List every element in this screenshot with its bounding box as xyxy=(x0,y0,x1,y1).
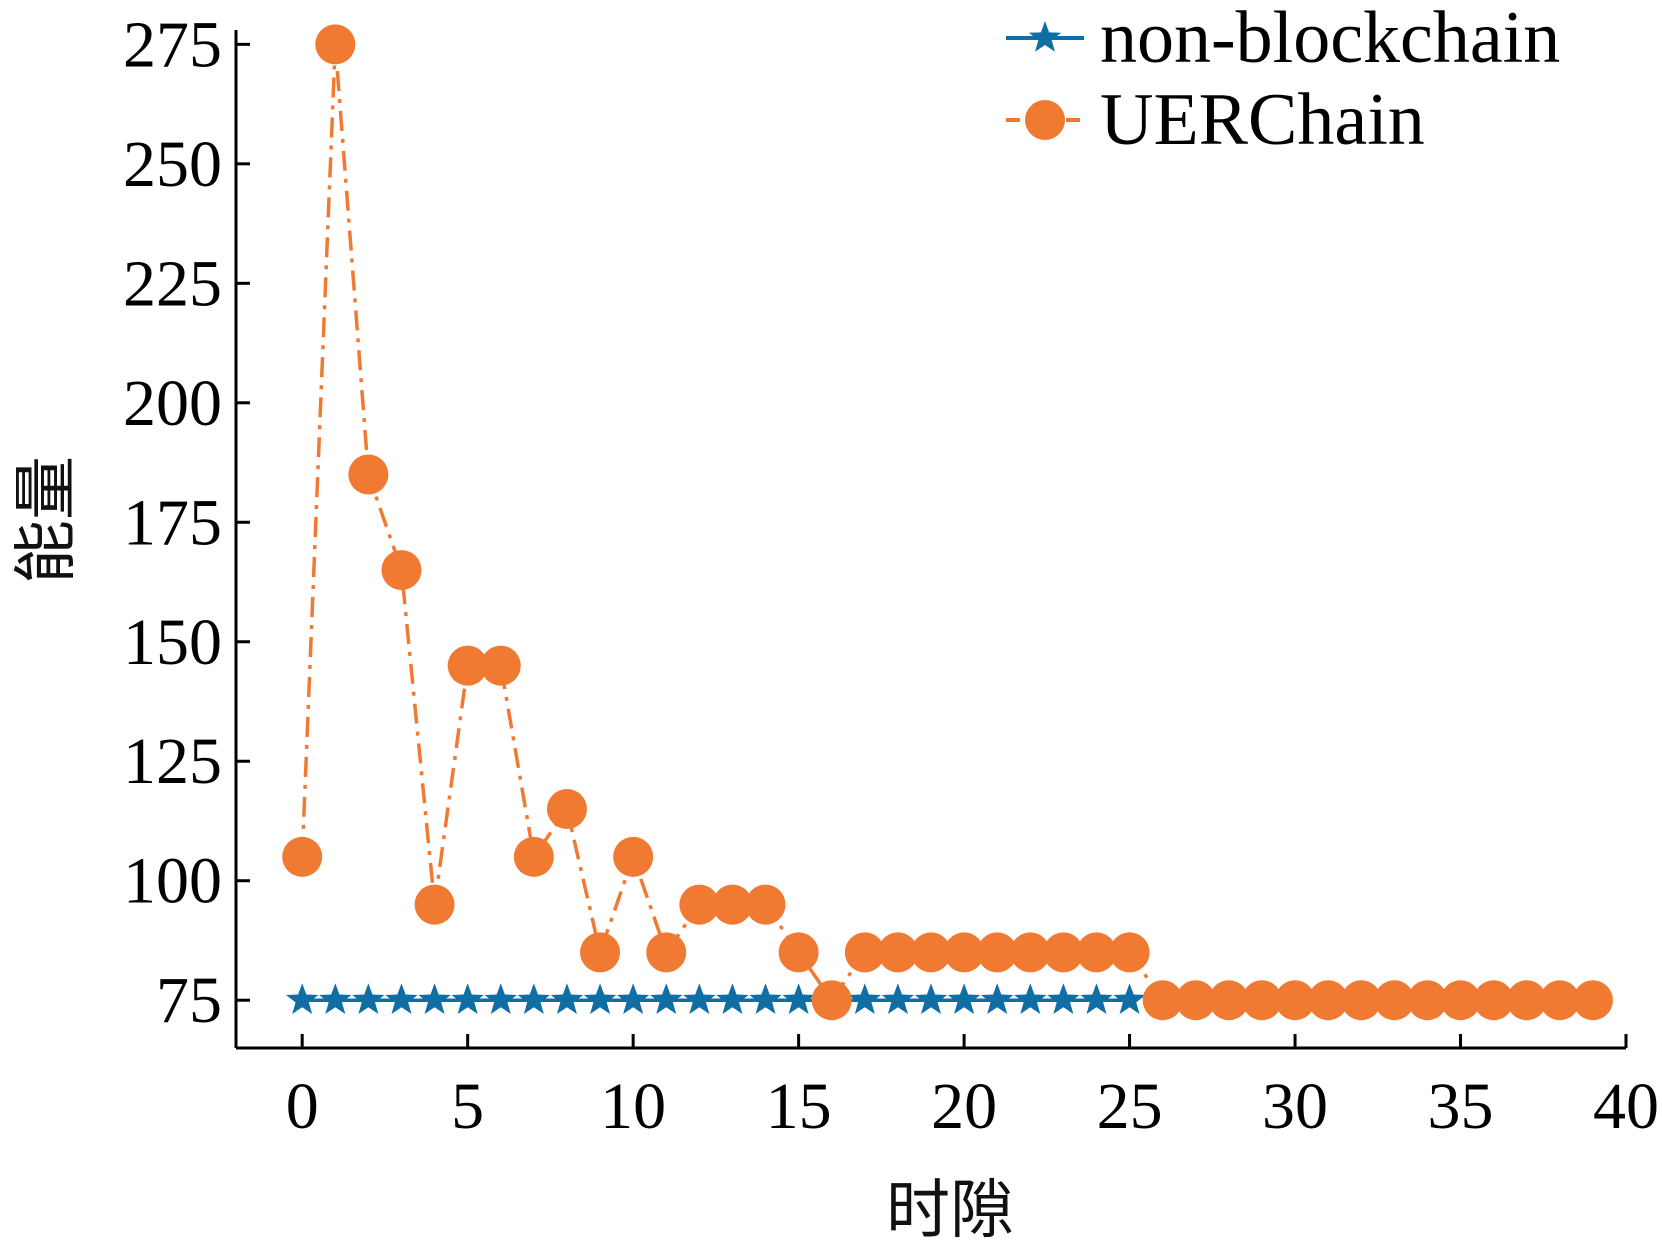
data-point xyxy=(1440,980,1481,1021)
y-tick-label: 275 xyxy=(123,8,222,81)
data-point xyxy=(517,983,551,1014)
data-point xyxy=(712,884,753,925)
data-point xyxy=(286,983,319,1014)
y-tick-label: 125 xyxy=(123,725,222,798)
series-layer xyxy=(282,24,1613,1021)
legend-marker xyxy=(1028,21,1062,52)
x-tick-label: 25 xyxy=(1097,1070,1163,1143)
data-point xyxy=(1047,983,1080,1014)
data-point xyxy=(1109,932,1150,973)
data-point xyxy=(1341,980,1382,1021)
data-point xyxy=(550,983,584,1014)
data-point xyxy=(881,983,915,1014)
data-point xyxy=(580,932,621,973)
data-point xyxy=(1275,980,1316,1021)
data-point xyxy=(1113,983,1146,1014)
data-point xyxy=(484,983,517,1014)
data-point xyxy=(1473,980,1514,1021)
data-point xyxy=(385,983,418,1014)
data-point xyxy=(513,836,554,877)
data-point xyxy=(480,645,521,686)
data-point xyxy=(348,454,389,495)
data-point xyxy=(1407,980,1448,1021)
axes: 75 100 125 150 175 200 225 250 275 0 5 10 15 20 25 30 35… xyxy=(123,8,1659,1143)
y-tick-label: 100 xyxy=(123,845,222,918)
data-point xyxy=(451,983,484,1014)
data-point xyxy=(650,983,683,1014)
series-uerchain xyxy=(282,24,1613,1021)
data-point xyxy=(944,932,985,973)
data-point xyxy=(546,789,587,830)
data-point xyxy=(447,645,488,686)
data-point xyxy=(679,884,720,925)
data-point xyxy=(414,884,455,925)
y-tick-label: 175 xyxy=(123,486,222,559)
legend-label: UERChain xyxy=(1100,79,1425,161)
data-point xyxy=(1506,980,1547,1021)
x-tick-label: 30 xyxy=(1262,1070,1328,1143)
data-point xyxy=(782,983,815,1014)
data-point xyxy=(583,983,617,1014)
data-point xyxy=(616,983,650,1014)
data-point xyxy=(1076,932,1117,973)
data-point xyxy=(914,983,948,1014)
data-point xyxy=(683,983,716,1014)
data-point xyxy=(911,932,951,973)
legend-label: non-blockchain xyxy=(1100,0,1560,79)
data-point xyxy=(1241,980,1282,1021)
data-point xyxy=(1010,932,1051,973)
data-point xyxy=(1539,980,1580,1021)
y-axis-label: 能量 xyxy=(10,456,84,584)
x-tick-label: 5 xyxy=(451,1070,484,1143)
data-point xyxy=(848,983,881,1014)
x-tick-label: 35 xyxy=(1428,1070,1494,1143)
data-point xyxy=(1572,980,1613,1021)
data-point xyxy=(282,836,323,877)
data-point xyxy=(844,932,885,973)
data-point xyxy=(1080,983,1113,1014)
data-point xyxy=(1014,983,1047,1014)
data-point xyxy=(646,932,687,973)
y-tick-label: 200 xyxy=(123,367,222,440)
data-point xyxy=(1043,932,1084,973)
data-point xyxy=(981,983,1014,1014)
data-point xyxy=(315,24,356,65)
data-point xyxy=(352,983,385,1014)
legend-marker xyxy=(1025,100,1065,140)
data-point xyxy=(716,983,749,1014)
data-point xyxy=(877,932,918,973)
x-tick-label: 15 xyxy=(766,1070,832,1143)
x-tick-label: 40 xyxy=(1593,1070,1659,1143)
y-tick-label: 250 xyxy=(123,128,222,201)
x-tick-label: 10 xyxy=(600,1070,666,1143)
data-point xyxy=(745,884,786,925)
data-point xyxy=(381,550,422,591)
data-point xyxy=(977,932,1018,973)
series-non-blockchain xyxy=(286,983,1146,1014)
data-point xyxy=(1374,980,1415,1021)
data-point xyxy=(1142,980,1183,1021)
y-tick-label: 225 xyxy=(123,247,222,320)
data-point xyxy=(947,983,981,1014)
data-point xyxy=(778,932,819,973)
x-axis-label: 时隙 xyxy=(886,1174,1014,1245)
data-point xyxy=(1308,980,1349,1021)
y-tick-label: 150 xyxy=(123,606,222,679)
x-tick-label: 0 xyxy=(286,1070,319,1143)
data-point xyxy=(1175,980,1216,1021)
data-point xyxy=(1208,980,1249,1021)
x-tick-label: 20 xyxy=(931,1070,997,1143)
y-tick-label: 75 xyxy=(156,964,222,1037)
data-point xyxy=(749,983,782,1014)
data-point xyxy=(319,983,352,1014)
data-point xyxy=(811,980,852,1021)
series-line xyxy=(300,44,1593,1004)
data-point xyxy=(418,983,451,1014)
data-point xyxy=(613,836,654,877)
